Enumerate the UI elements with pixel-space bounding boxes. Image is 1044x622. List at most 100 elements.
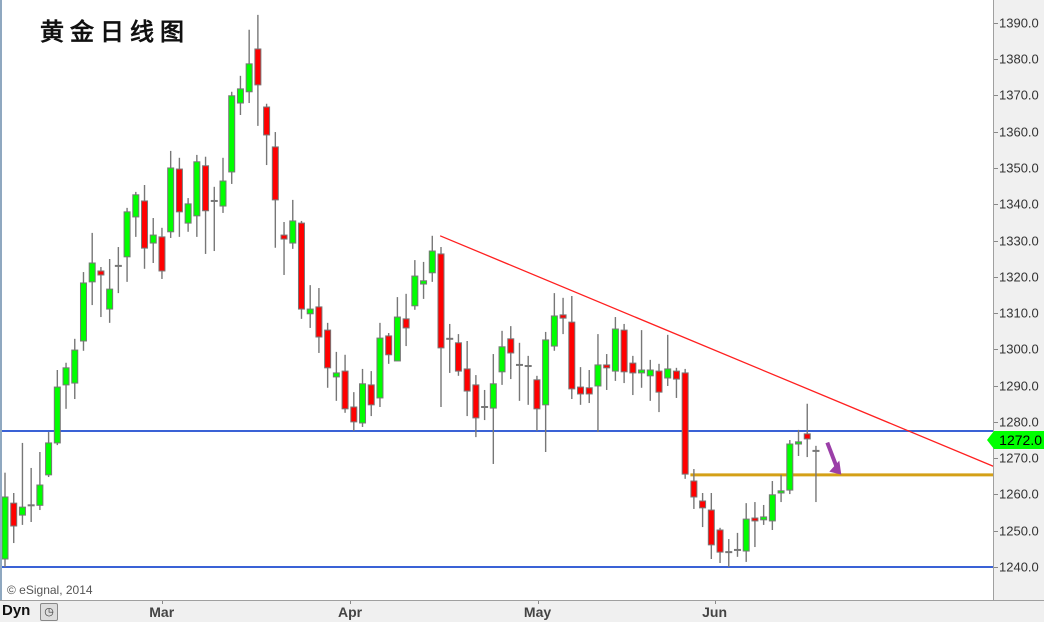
candle-down <box>577 386 585 395</box>
candle-down <box>463 368 471 392</box>
candlestick-chart <box>2 14 995 568</box>
candle-up <box>332 372 340 378</box>
last-price-badge: 1272.0 <box>987 431 1044 450</box>
candle-down <box>437 253 445 349</box>
candle-down <box>385 335 393 356</box>
time-axis-bar[interactable]: Dyn ◷ Mar Apr May Jun <box>0 600 1044 622</box>
y-tick-label: 1270.0 <box>999 450 1039 466</box>
candle-up <box>79 282 87 342</box>
x-tick-mark <box>537 601 539 604</box>
candle-down <box>629 362 637 374</box>
x-tick-mark <box>161 601 163 604</box>
candle-up <box>149 234 157 244</box>
candle-up <box>193 161 201 217</box>
candle-up <box>123 211 131 258</box>
candle-down <box>585 387 593 395</box>
candle-up <box>245 63 253 93</box>
candle-up <box>132 194 140 218</box>
candle-down <box>533 379 541 410</box>
candle-down <box>297 222 305 310</box>
y-tick-label: 1300.0 <box>999 341 1039 357</box>
candle-up <box>550 315 558 347</box>
y-tick-mark <box>994 131 998 133</box>
candle-up <box>768 494 776 522</box>
candle-up <box>742 518 750 552</box>
candle-up <box>53 386 61 444</box>
candle-down <box>699 500 707 509</box>
dyn-mode-label[interactable]: Dyn <box>2 602 31 619</box>
annotation-arrow-shaft <box>825 441 840 470</box>
trendline <box>439 235 995 468</box>
y-tick-label: 1280.0 <box>999 414 1039 430</box>
candle-down <box>707 509 715 546</box>
candle-up <box>489 383 497 409</box>
candle-down <box>620 329 628 373</box>
candle-up <box>289 220 297 244</box>
y-tick-mark <box>994 95 998 97</box>
x-tick-label-jun: Jun <box>702 604 727 620</box>
y-tick-mark <box>994 458 998 460</box>
price-axis[interactable]: 1240.0 1250.0 1260.0 1270.0 1280.0 1290.0 1300… <box>987 0 1044 600</box>
candle-up <box>167 167 175 233</box>
candle-up <box>228 95 236 173</box>
candle-down <box>141 200 149 249</box>
y-tick-mark <box>994 313 998 315</box>
candle-up <box>36 484 44 506</box>
candle-down <box>402 318 410 329</box>
y-tick-label: 1390.0 <box>999 15 1039 31</box>
y-tick-mark <box>994 276 998 278</box>
candle-up <box>542 339 550 406</box>
candle-up <box>393 316 401 362</box>
candle-up <box>498 346 506 373</box>
candle-down <box>97 270 105 276</box>
candle-up <box>71 349 79 384</box>
candle-down <box>690 480 698 498</box>
x-tick-label-apr: Apr <box>337 604 363 620</box>
candle-down <box>716 529 724 553</box>
candle-down <box>803 433 811 440</box>
candle-up <box>88 262 96 283</box>
candle-down <box>672 370 680 380</box>
candle-down <box>655 370 663 393</box>
candle-down <box>472 384 480 419</box>
candle-down <box>568 321 576 390</box>
y-tick-label: 1260.0 <box>999 486 1039 502</box>
candle-down <box>202 165 210 212</box>
candle-down <box>254 48 262 86</box>
x-tick-mark <box>714 601 716 604</box>
candle-down <box>324 329 332 369</box>
candle-up <box>62 367 70 386</box>
candle-up <box>777 490 785 494</box>
candle-up <box>646 369 654 377</box>
candle-down <box>350 406 358 423</box>
candle-down <box>751 517 759 522</box>
candle-up <box>45 442 53 476</box>
x-tick-mark <box>350 601 352 604</box>
candle-down <box>271 146 279 201</box>
x-tick-label-may: May <box>523 604 552 620</box>
y-tick-label: 1320.0 <box>999 269 1039 285</box>
y-tick-mark <box>994 22 998 24</box>
candle-down <box>341 370 349 410</box>
candle-up <box>376 337 384 399</box>
candle-up <box>664 368 672 379</box>
y-tick-mark <box>994 349 998 351</box>
candle-down <box>315 306 323 338</box>
lock-clock-icon[interactable]: ◷ <box>40 603 58 621</box>
y-tick-mark <box>994 59 998 61</box>
y-tick-mark <box>994 530 998 532</box>
candle-down <box>681 372 689 475</box>
candle-down <box>175 168 183 213</box>
candle-up <box>106 288 114 310</box>
y-tick-label: 1370.0 <box>999 87 1039 103</box>
candle-up <box>359 383 367 424</box>
y-tick-mark <box>994 385 998 387</box>
y-tick-mark <box>994 240 998 242</box>
candle-up <box>2 496 9 560</box>
y-tick-label: 1350.0 <box>999 160 1039 176</box>
candle-up <box>184 203 192 224</box>
y-tick-label: 1340.0 <box>999 196 1039 212</box>
candle-down <box>507 338 515 354</box>
candle-down <box>263 106 271 136</box>
chart-plot-area[interactable]: 黄金日线图 © eSignal, 2014 <box>0 0 995 600</box>
